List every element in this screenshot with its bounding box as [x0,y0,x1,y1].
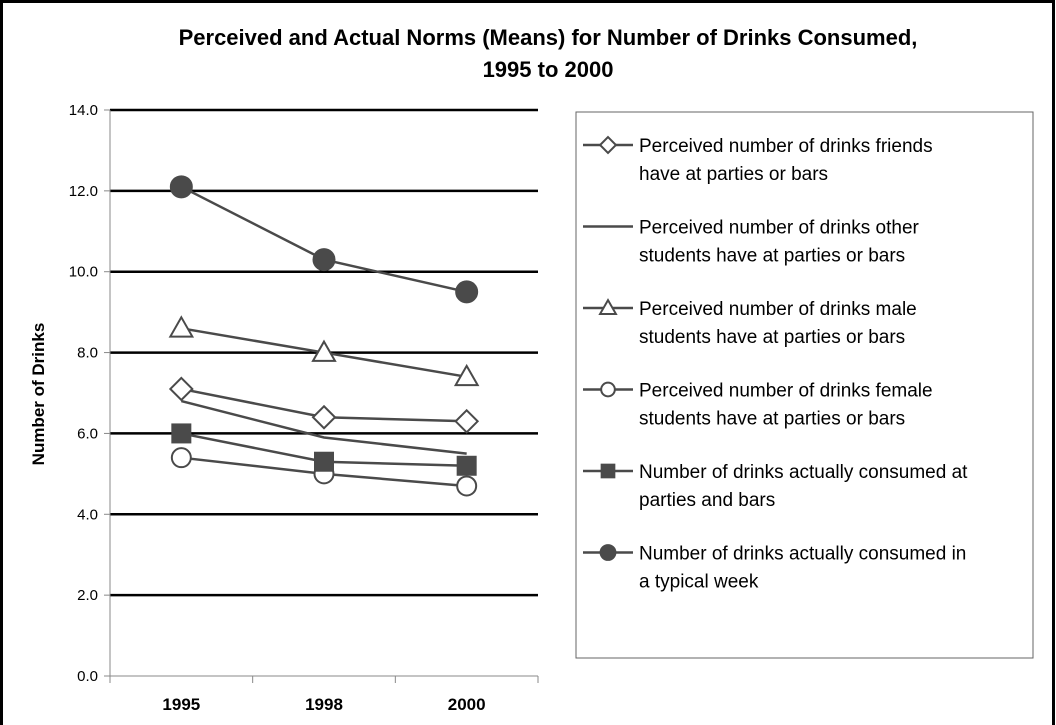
data-point [454,408,480,434]
x-tick-label: 1998 [305,695,343,714]
x-tick-label: 2000 [448,695,486,714]
legend-label: parties and bars [639,490,775,511]
y-tick-label: 4.0 [77,506,98,523]
y-tick-label: 8.0 [77,345,98,362]
legend-box [575,111,1034,659]
data-point [168,315,195,338]
y-tick-label: 14.0 [69,102,98,119]
data-point [312,248,336,272]
series-line [180,185,467,294]
legend-label: a typical week [639,572,759,593]
x-tick-label: 1995 [162,695,200,714]
data-point [171,423,192,444]
y-tick-label: 2.0 [77,587,98,604]
legend: Perceived number of drinks friends have a… [575,111,1034,659]
y-tick-label: 10.0 [69,264,98,281]
chart-title-line-2: 1995 to 2000 [483,57,614,82]
legend-label: Perceived number of drinks other [639,218,920,239]
legend-label: have at parties or bars [639,164,828,185]
y-tick-label: 12.0 [69,183,98,200]
legend-marker [598,135,618,155]
data-point [311,404,337,430]
legend-label: students have at parties or bars [639,409,905,430]
legend-label: students have at parties or bars [639,246,905,267]
data-point [169,175,193,199]
data-point [453,363,480,387]
legend-marker [598,298,618,315]
legend-marker [600,381,616,398]
chart-title-line-1: Perceived and Actual Norms (Means) for N… [179,25,918,50]
data-point [170,447,192,469]
legend-label: Number of drinks actually consumed at [639,462,968,483]
legend-label: Perceived number of drinks friends [639,136,933,157]
y-tick-label: 6.0 [77,425,98,442]
legend-label: students have at parties or bars [639,327,905,348]
data-point [311,339,337,362]
data-point [314,451,334,472]
data-point [456,475,478,497]
series-line [181,399,467,455]
data-point [455,280,479,304]
legend-marker [600,463,616,479]
legend-marker [599,544,617,561]
data-point [168,376,194,402]
legend-label: Perceived number of drinks male [639,299,917,320]
y-axis-label: Number of Drinks [29,323,48,466]
y-tick-label: 0.0 [77,668,98,685]
plot-area: 0.0 2.0 4.0 6.0 8.0 10.0 12.0 14.0 1995 1998 2000 [69,102,539,714]
data-point [456,455,477,476]
legend-label: Number of drinks actually consumed in [639,544,966,565]
legend-label: Perceived number of drinks female [639,381,933,402]
